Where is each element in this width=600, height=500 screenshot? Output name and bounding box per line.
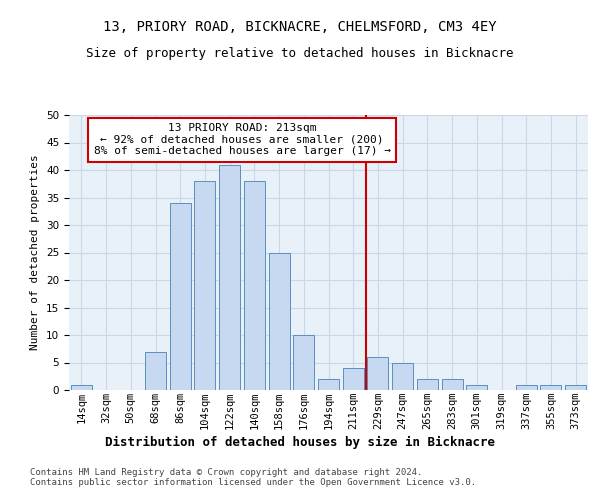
- Bar: [442, 379, 463, 390]
- Bar: [170, 203, 191, 390]
- Text: 13, PRIORY ROAD, BICKNACRE, CHELMSFORD, CM3 4EY: 13, PRIORY ROAD, BICKNACRE, CHELMSFORD, …: [103, 20, 497, 34]
- Bar: [541, 384, 562, 390]
- Bar: [194, 181, 215, 390]
- Text: Distribution of detached houses by size in Bicknacre: Distribution of detached houses by size …: [105, 436, 495, 449]
- Bar: [145, 352, 166, 390]
- Bar: [343, 368, 364, 390]
- Bar: [466, 384, 487, 390]
- Bar: [318, 379, 339, 390]
- Bar: [269, 252, 290, 390]
- Bar: [392, 362, 413, 390]
- Bar: [417, 379, 438, 390]
- Text: 13 PRIORY ROAD: 213sqm
← 92% of detached houses are smaller (200)
8% of semi-det: 13 PRIORY ROAD: 213sqm ← 92% of detached…: [94, 123, 391, 156]
- Bar: [565, 384, 586, 390]
- Bar: [516, 384, 537, 390]
- Bar: [219, 164, 240, 390]
- Bar: [71, 384, 92, 390]
- Bar: [244, 181, 265, 390]
- Y-axis label: Number of detached properties: Number of detached properties: [31, 154, 40, 350]
- Bar: [367, 357, 388, 390]
- Text: Size of property relative to detached houses in Bicknacre: Size of property relative to detached ho…: [86, 48, 514, 60]
- Text: Contains HM Land Registry data © Crown copyright and database right 2024.
Contai: Contains HM Land Registry data © Crown c…: [30, 468, 476, 487]
- Bar: [293, 335, 314, 390]
